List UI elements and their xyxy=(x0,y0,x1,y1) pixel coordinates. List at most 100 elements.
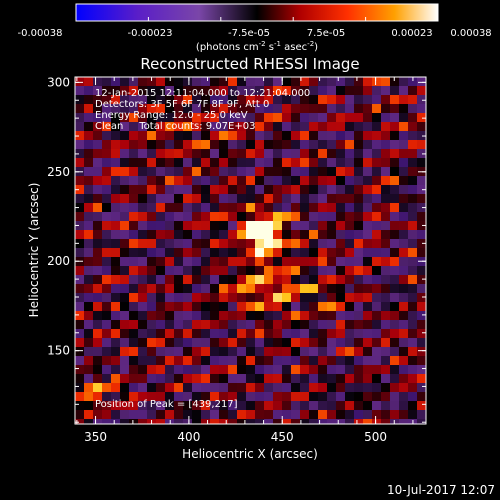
heatmap-cell xyxy=(129,347,139,357)
heatmap-cell xyxy=(408,356,418,366)
heatmap-cell xyxy=(282,356,292,366)
heatmap-cell xyxy=(399,311,409,321)
heatmap-cell xyxy=(165,329,175,339)
heatmap-cell xyxy=(165,257,175,267)
heatmap-cell xyxy=(255,401,265,411)
heatmap-cell xyxy=(318,266,328,276)
heatmap-cell xyxy=(246,419,256,424)
heatmap-cell xyxy=(120,302,130,312)
heatmap-cell xyxy=(246,230,256,240)
heatmap-cell xyxy=(381,284,391,294)
heatmap-cell xyxy=(219,104,229,114)
heatmap-cell xyxy=(291,185,301,195)
heatmap-cell xyxy=(354,77,364,87)
heatmap-cell xyxy=(165,347,175,357)
heatmap-cell xyxy=(318,131,328,141)
heatmap-cell xyxy=(381,311,391,321)
heatmap-cell xyxy=(381,257,391,267)
heatmap-cell xyxy=(354,203,364,213)
heatmap-cell xyxy=(390,311,400,321)
heatmap-cell xyxy=(219,140,229,150)
heatmap-cell xyxy=(174,230,184,240)
heatmap-cell xyxy=(399,392,409,402)
heatmap-cell xyxy=(93,383,103,393)
heatmap-cell xyxy=(120,176,130,186)
heatmap-cell xyxy=(291,77,301,87)
heatmap-cell xyxy=(309,185,319,195)
heatmap-cell xyxy=(381,185,391,195)
heatmap-cell xyxy=(345,122,355,132)
heatmap-cell xyxy=(399,230,409,240)
heatmap-cell xyxy=(75,158,85,168)
heatmap-cell xyxy=(183,392,193,402)
heatmap-cell xyxy=(237,338,247,348)
y-tick-label: 200 xyxy=(47,254,70,268)
heatmap-cell xyxy=(120,266,130,276)
heatmap-cell xyxy=(111,95,121,105)
heatmap-cell xyxy=(111,221,121,231)
heatmap-cell xyxy=(129,221,139,231)
heatmap-cell xyxy=(264,194,274,204)
heatmap-cell xyxy=(102,248,112,258)
heatmap-cell xyxy=(84,230,94,240)
heatmap-cell xyxy=(390,230,400,240)
heatmap-cell xyxy=(237,122,247,132)
heatmap-cell xyxy=(390,392,400,402)
heatmap-cell xyxy=(408,95,418,105)
heatmap-cell xyxy=(138,203,148,213)
heatmap-cell xyxy=(120,185,130,195)
heatmap-cell xyxy=(336,356,346,366)
heatmap-cell xyxy=(327,302,337,312)
heatmap-cell xyxy=(75,248,85,258)
heatmap-cell xyxy=(201,176,211,186)
heatmap-cell xyxy=(246,122,256,132)
heatmap-cell xyxy=(183,365,193,375)
heatmap-cell xyxy=(381,338,391,348)
heatmap-cell xyxy=(300,338,310,348)
heatmap-cell xyxy=(363,203,373,213)
heatmap-cell xyxy=(327,185,337,195)
heatmap-cell xyxy=(318,176,328,186)
y-tick-label: 250 xyxy=(47,165,70,179)
heatmap-cell xyxy=(246,401,256,411)
heatmap-cell xyxy=(363,122,373,132)
heatmap-cell xyxy=(129,356,139,366)
heatmap-cell xyxy=(345,203,355,213)
heatmap-cell xyxy=(354,248,364,258)
heatmap-cell xyxy=(273,122,283,132)
heatmap-cell xyxy=(174,383,184,393)
heatmap-cell xyxy=(255,365,265,375)
heatmap-cell xyxy=(120,284,130,294)
heatmap-cell xyxy=(327,194,337,204)
heatmap-cell xyxy=(111,392,121,402)
heatmap-cell xyxy=(237,410,247,420)
heatmap-cell xyxy=(75,185,85,195)
heatmap-cell xyxy=(363,176,373,186)
heatmap-cell xyxy=(228,401,238,411)
heatmap-cell xyxy=(246,365,256,375)
heatmap-cell xyxy=(282,203,292,213)
colorbar-tick-label: 7.5e-05 xyxy=(307,28,345,39)
heatmap-cell xyxy=(318,356,328,366)
heatmap-cell xyxy=(363,257,373,267)
heatmap-cell xyxy=(255,320,265,330)
heatmap-cell xyxy=(246,149,256,159)
heatmap-cell xyxy=(102,230,112,240)
heatmap-cell xyxy=(156,293,166,303)
heatmap-cell xyxy=(120,140,130,150)
heatmap-cell xyxy=(318,338,328,348)
heatmap-cell xyxy=(102,86,112,96)
heatmap-cell xyxy=(417,320,426,330)
heatmap-cell xyxy=(399,203,409,213)
heatmap-cell xyxy=(246,347,256,357)
heatmap-cell xyxy=(183,194,193,204)
heatmap-cell xyxy=(75,311,85,321)
heatmap-cell xyxy=(84,338,94,348)
heatmap-cell xyxy=(165,401,175,411)
heatmap-cell xyxy=(84,257,94,267)
heatmap-cell xyxy=(255,311,265,321)
heatmap-cell xyxy=(408,185,418,195)
heatmap-cell xyxy=(273,194,283,204)
heatmap-cell xyxy=(390,239,400,249)
heatmap-cell xyxy=(192,338,202,348)
